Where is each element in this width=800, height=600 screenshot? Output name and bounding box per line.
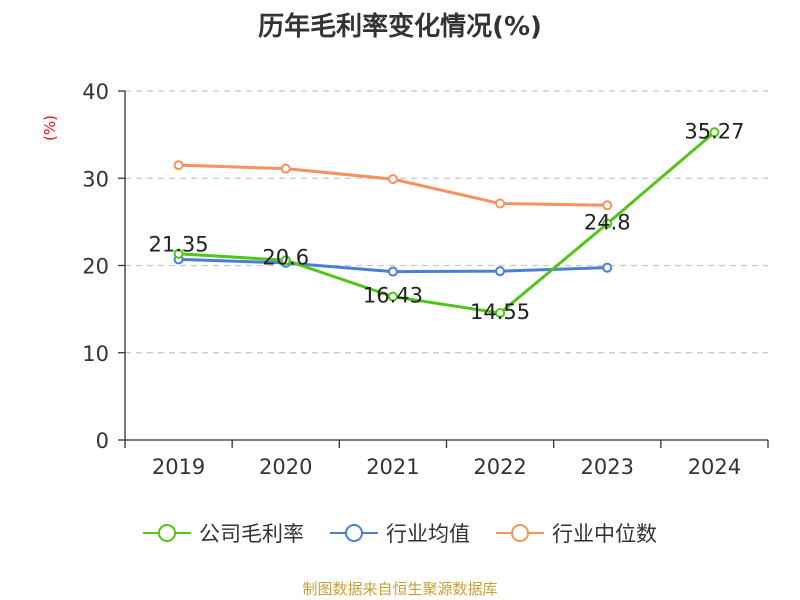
legend-swatch-industry-mean [330, 524, 378, 542]
x-tick-label-2024: 2024 [688, 455, 741, 479]
y-tick-label-40: 40 [82, 80, 109, 104]
y-tick-label-30: 30 [82, 167, 109, 191]
legend-label-company: 公司毛利率 [199, 522, 304, 546]
series-2-point-2021 [387, 174, 398, 185]
y-tick-label-20: 20 [82, 255, 109, 279]
series-2-point-2022 [495, 198, 506, 209]
legend-label-industry-median: 行业中位数 [552, 522, 657, 546]
legend-swatch-industry-median [496, 524, 544, 542]
x-tick-label-2021: 2021 [366, 455, 419, 479]
data-label-2023: 24.8 [584, 211, 631, 235]
legend-swatch-company [143, 524, 191, 542]
legend-item-industry-mean[interactable]: 行业均值 [330, 518, 470, 548]
legend-item-industry-median[interactable]: 行业中位数 [496, 518, 657, 548]
x-tick-label-2022: 2022 [473, 455, 526, 479]
data-label-2019: 21.35 [149, 233, 209, 257]
series-0-point-2021 [387, 291, 398, 302]
series-0-point-2024 [709, 127, 720, 138]
series-2-point-2023 [602, 200, 613, 211]
series-1-point-2023 [602, 262, 613, 273]
data-source-note: 制图数据来自恒生聚源数据库 [302, 580, 498, 598]
series-1-point-2021 [387, 266, 398, 277]
chart-title: 历年毛利率变化情况(%) [258, 12, 542, 42]
x-tick-label-2020: 2020 [259, 455, 312, 479]
data-label-2020: 20.6 [262, 245, 309, 269]
y-tick-label-10: 10 [82, 342, 109, 366]
series-2-point-2020 [280, 163, 291, 174]
series-0-point-2019 [173, 248, 184, 259]
series-2-point-2019 [173, 160, 184, 171]
x-tick-label-2019: 2019 [152, 455, 205, 479]
series-line-2 [178, 163, 608, 207]
data-label-2021: 16.43 [363, 284, 423, 308]
data-label-2022: 14.55 [470, 300, 530, 324]
series-0-point-2022 [495, 308, 506, 319]
legend-label-industry-mean: 行业均值 [386, 522, 470, 546]
legend: 公司毛利率 行业均值 行业中位数 [0, 518, 800, 548]
legend-item-company[interactable]: 公司毛利率 [143, 518, 304, 548]
series-line-0 [178, 131, 716, 315]
x-tick-label-2023: 2023 [581, 455, 634, 479]
data-label-2024: 35.27 [684, 119, 744, 143]
series-0-point-2023 [602, 218, 613, 229]
series-0-point-2020 [280, 255, 291, 266]
series-1-point-2022 [495, 266, 506, 277]
y-tick-label-0: 0 [96, 429, 109, 453]
